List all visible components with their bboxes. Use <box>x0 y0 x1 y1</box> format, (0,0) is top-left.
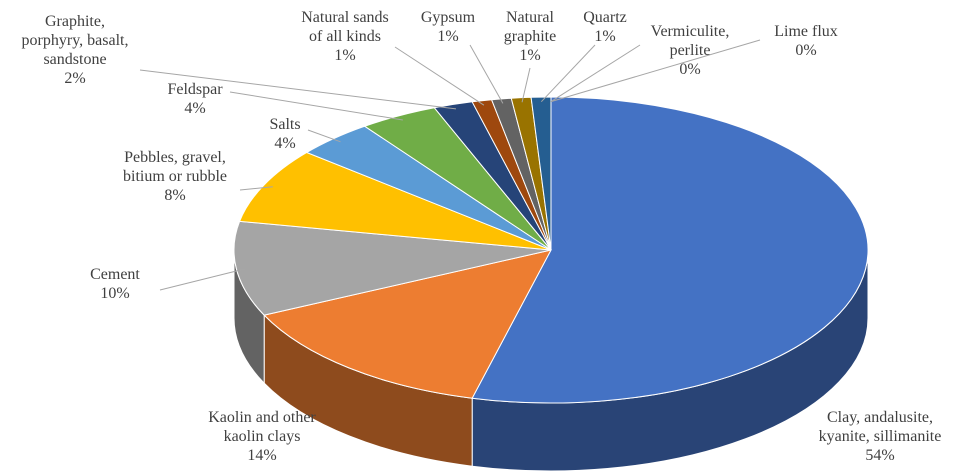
label-name: Salts <box>269 116 301 133</box>
data-label: Feldspar 4% <box>159 80 231 118</box>
label-name: Kaolin and other kaolin clays <box>208 409 316 445</box>
label-value: 10% <box>100 285 130 302</box>
pie-slice <box>233 220 552 316</box>
data-label: Vermiculite, perlite 0% <box>638 22 743 79</box>
leader-line <box>550 44 641 103</box>
leader-line <box>469 44 504 104</box>
data-label: Kaolin and other kaolin clays 14% <box>195 408 330 465</box>
label-name: Quartz <box>583 9 627 26</box>
data-label: Salts 4% <box>255 115 315 153</box>
label-value: 1% <box>594 28 616 45</box>
leader-line <box>550 39 761 103</box>
label-name: Natural sands of all kinds <box>301 9 389 45</box>
leader-line <box>139 69 457 110</box>
label-value: 1% <box>519 47 541 64</box>
label-value: 1% <box>334 47 356 64</box>
label-name: Lime flux <box>774 23 838 40</box>
data-label: Natural sands of all kinds 1% <box>295 8 395 65</box>
label-value: 0% <box>679 61 701 78</box>
leader-line <box>229 91 403 121</box>
label-value: 14% <box>247 447 277 464</box>
data-label: Natural graphite 1% <box>494 8 566 65</box>
label-name: Feldspar <box>167 81 223 98</box>
leader-line <box>159 268 247 291</box>
label-name: Pebbles, gravel, bitium or rubble <box>123 149 227 185</box>
label-name: Clay, andalusite, kyanite, sillimanite <box>818 409 942 445</box>
label-value: 1% <box>437 28 459 45</box>
leader-line <box>239 186 273 191</box>
leader-line <box>307 129 341 143</box>
data-label: Lime flux 0% <box>761 22 851 60</box>
pie-slice <box>238 151 552 251</box>
label-name: Graphite, porphyry, basalt, sandstone <box>21 13 129 68</box>
label-value: 54% <box>865 447 895 464</box>
data-label: Gypsum 1% <box>417 8 479 46</box>
data-label: Clay, andalusite, kyanite, sillimanite 54… <box>805 408 955 465</box>
data-label: Cement 10% <box>75 265 155 303</box>
label-value: 0% <box>795 42 817 59</box>
leader-line <box>394 46 485 106</box>
pie-slice <box>263 249 552 399</box>
label-name: Natural graphite <box>503 9 557 45</box>
pie-slice <box>471 96 869 404</box>
data-label: Quartz 1% <box>574 8 636 46</box>
label-name: Gypsum <box>420 9 476 26</box>
label-name: Vermiculite, perlite <box>650 23 730 59</box>
leader-line <box>521 67 531 103</box>
leader-line <box>540 44 596 103</box>
label-value: 4% <box>184 100 206 117</box>
label-value: 8% <box>164 187 186 204</box>
label-value: 2% <box>64 70 86 87</box>
data-label: Pebbles, gravel, bitium or rubble 8% <box>114 148 236 205</box>
label-value: 4% <box>274 135 296 152</box>
data-label: Graphite, porphyry, basalt, sandstone 2% <box>15 12 135 88</box>
label-name: Cement <box>90 266 140 283</box>
